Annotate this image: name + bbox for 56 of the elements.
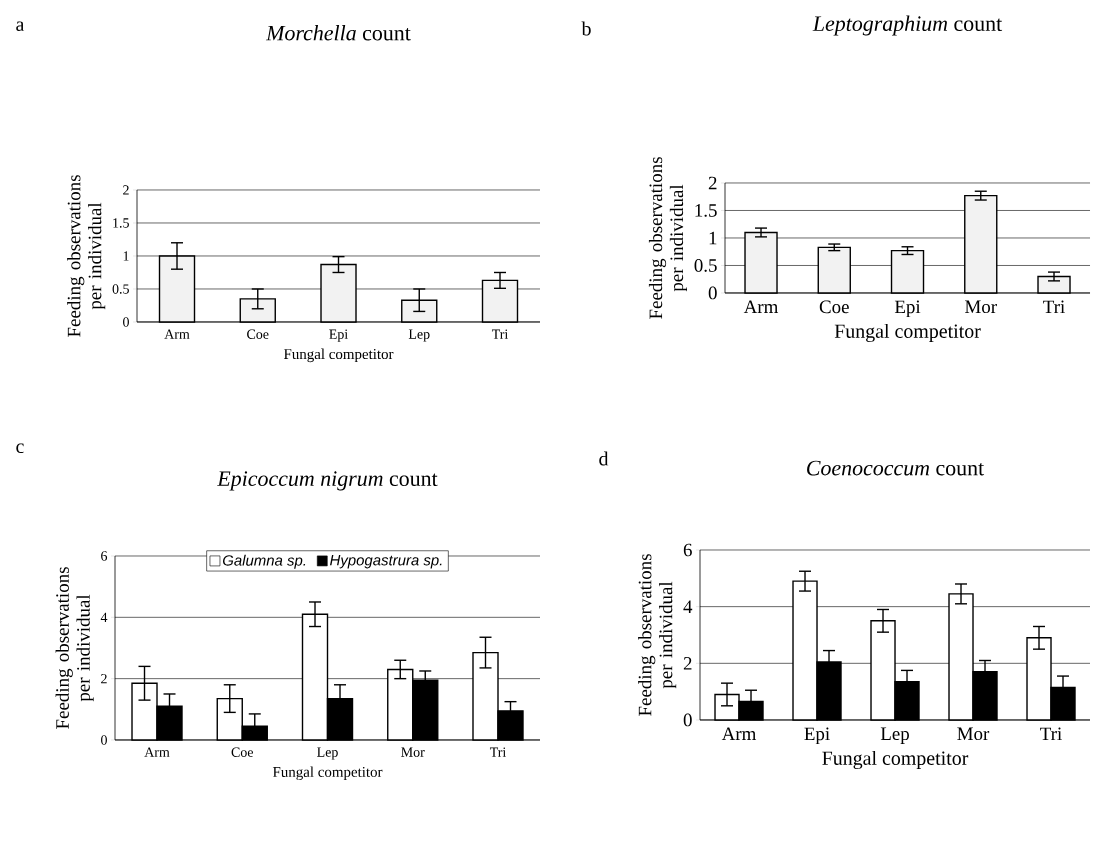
text: c: [16, 443, 24, 454]
y-tick-label: 2: [123, 185, 129, 195]
y-tick-label: 0.5: [694, 259, 717, 272]
x-tick-label: Tri: [491, 329, 509, 339]
y-tick-label: 1.5: [695, 204, 717, 217]
x-tick-label: Lep: [880, 727, 909, 744]
legend-label: Galumna sp.: [222, 554, 306, 569]
y-tick-label: 6: [101, 551, 108, 561]
y-tick-label: 0: [708, 286, 717, 300]
x-tick-label: Tri: [1040, 727, 1062, 741]
y-axis-title: Feeding observations per individual: [638, 554, 677, 716]
y-tick-label: 1: [123, 251, 129, 261]
x-tick-label: Tri: [1043, 300, 1065, 314]
x-tick-label: Coe: [819, 300, 849, 314]
y-tick-label: 2: [683, 657, 692, 670]
x-axis-title: Fungal competitor: [283, 348, 394, 363]
text: a: [16, 21, 25, 32]
text: d: [599, 451, 609, 466]
x-tick-label: Arm: [144, 747, 170, 757]
x-tick-label: Mor: [957, 727, 990, 741]
x-tick-label: Arm: [164, 329, 190, 339]
x-tick-label: Coe: [247, 329, 269, 339]
x-tick-label: Lep: [408, 329, 430, 342]
x-axis-title: Fungal competitor: [822, 750, 969, 770]
y-axis-title: Feeding observations per individual: [67, 175, 106, 337]
y-tick-label: 1: [709, 231, 717, 245]
x-tick-label: Epi: [804, 727, 830, 745]
x-tick-label: Epi: [894, 300, 921, 318]
chart-title: Leptographium count: [812, 15, 1003, 36]
y-tick-label: 2: [708, 176, 717, 190]
y-axis-title: Feeding observations per individual: [648, 157, 687, 319]
y-tick-label: 4: [100, 612, 108, 622]
x-tick-label: Arm: [743, 300, 779, 313]
x-tick-label: Epi: [329, 329, 348, 342]
y-tick-label: 1.5: [113, 218, 129, 228]
y-tick-label: 4: [683, 600, 693, 613]
x-axis-title: Fungal competitor: [272, 766, 383, 781]
y-axis-title: Feeding observations per individual: [55, 567, 94, 729]
chart-title: Coenococcum count: [807, 460, 985, 476]
x-axis-title: Fungal competitor: [834, 323, 981, 343]
x-tick-label: Arm: [721, 727, 757, 740]
y-tick-label: 0: [101, 735, 107, 745]
x-tick-label: Mor: [401, 747, 425, 757]
chart-title: Epicoccum nigrum count: [217, 471, 438, 491]
y-tick-label: 0.5: [112, 284, 129, 294]
y-tick-label: 0: [123, 317, 129, 327]
legend-label: Hypogastrura sp.: [330, 555, 442, 569]
y-tick-label: 2: [101, 674, 107, 684]
x-tick-label: Lep: [317, 747, 338, 760]
chart-title: Morchella count: [265, 25, 411, 41]
y-tick-label: 6: [683, 543, 692, 557]
x-tick-label: Tri: [489, 747, 507, 757]
x-tick-label: Coe: [231, 747, 253, 757]
x-tick-label: Mor: [965, 300, 997, 314]
text: b: [581, 21, 591, 36]
y-tick-label: 0: [683, 713, 692, 727]
